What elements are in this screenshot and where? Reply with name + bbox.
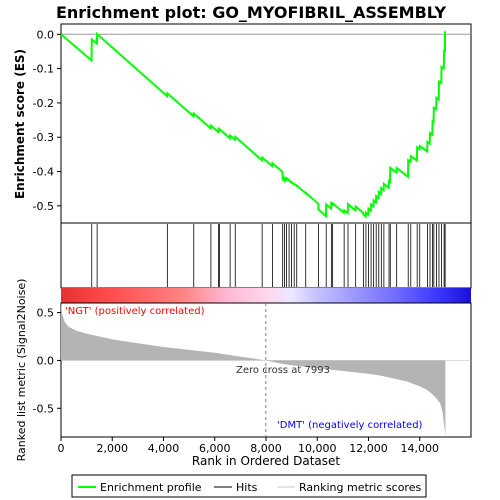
- chart-title: Enrichment plot: GO_MYOFIBRIL_ASSEMBLY: [56, 3, 447, 22]
- metric-area: [61, 303, 471, 437]
- es-y-tick-label: 0.0: [37, 28, 55, 41]
- es-panel: [60, 23, 472, 224]
- es-y-tick-label: -0.1: [33, 63, 54, 76]
- hit-marks: [91, 224, 446, 287]
- neg-correlation-label: 'DMT' (negatively correlated): [277, 420, 423, 431]
- axes: 0.0 -0.1 -0.2 -0.3 -0.4 -0.5 0.5 0.0 -0.5 0 2,000 4…: [33, 28, 439, 455]
- x-tick-label: 6,000: [199, 442, 231, 455]
- x-tick-label: 4,000: [148, 442, 180, 455]
- y-axis-label-es: Enrichment score (ES): [13, 49, 27, 199]
- x-tick-label: 12,000: [349, 442, 388, 455]
- es-curve: [60, 30, 447, 219]
- x-axis-label: Rank in Ordered Dataset: [192, 454, 340, 468]
- y-axis-label-metric: Ranked list metric (Signal2Noise): [15, 279, 28, 462]
- zero-cross-label: Zero cross at 7993: [236, 365, 330, 376]
- metric-y-tick-label: -0.5: [33, 402, 54, 415]
- x-tick-label: 0: [58, 442, 65, 455]
- es-y-tick-label: -0.3: [33, 131, 54, 144]
- es-y-tick-label: -0.4: [33, 166, 54, 179]
- metric-area-path: [61, 303, 446, 436]
- x-tick-label: 8,000: [250, 442, 282, 455]
- x-tick-label: 10,000: [298, 442, 337, 455]
- legend-metric-label: Ranking metric scores: [299, 481, 421, 494]
- es-y-tick-label: -0.5: [33, 200, 54, 213]
- legend: Enrichment profile Hits Ranking metric s…: [71, 474, 427, 498]
- metric-y-tick-label: 0.5: [37, 307, 55, 320]
- hits-panel: [60, 222, 472, 289]
- legend-enrichment-label: Enrichment profile: [100, 481, 202, 494]
- pos-correlation-label: 'NGT' (positively correlated): [65, 306, 205, 317]
- x-tick-label: 14,000: [401, 442, 440, 455]
- metric-y-tick-label: 0.0: [37, 354, 55, 367]
- rank-color-bar: [61, 288, 471, 303]
- es-curve-line: [60, 30, 447, 219]
- legend-hits-label: Hits: [236, 481, 258, 494]
- es-y-tick-label: -0.2: [33, 97, 54, 110]
- x-tick-label: 2,000: [97, 442, 129, 455]
